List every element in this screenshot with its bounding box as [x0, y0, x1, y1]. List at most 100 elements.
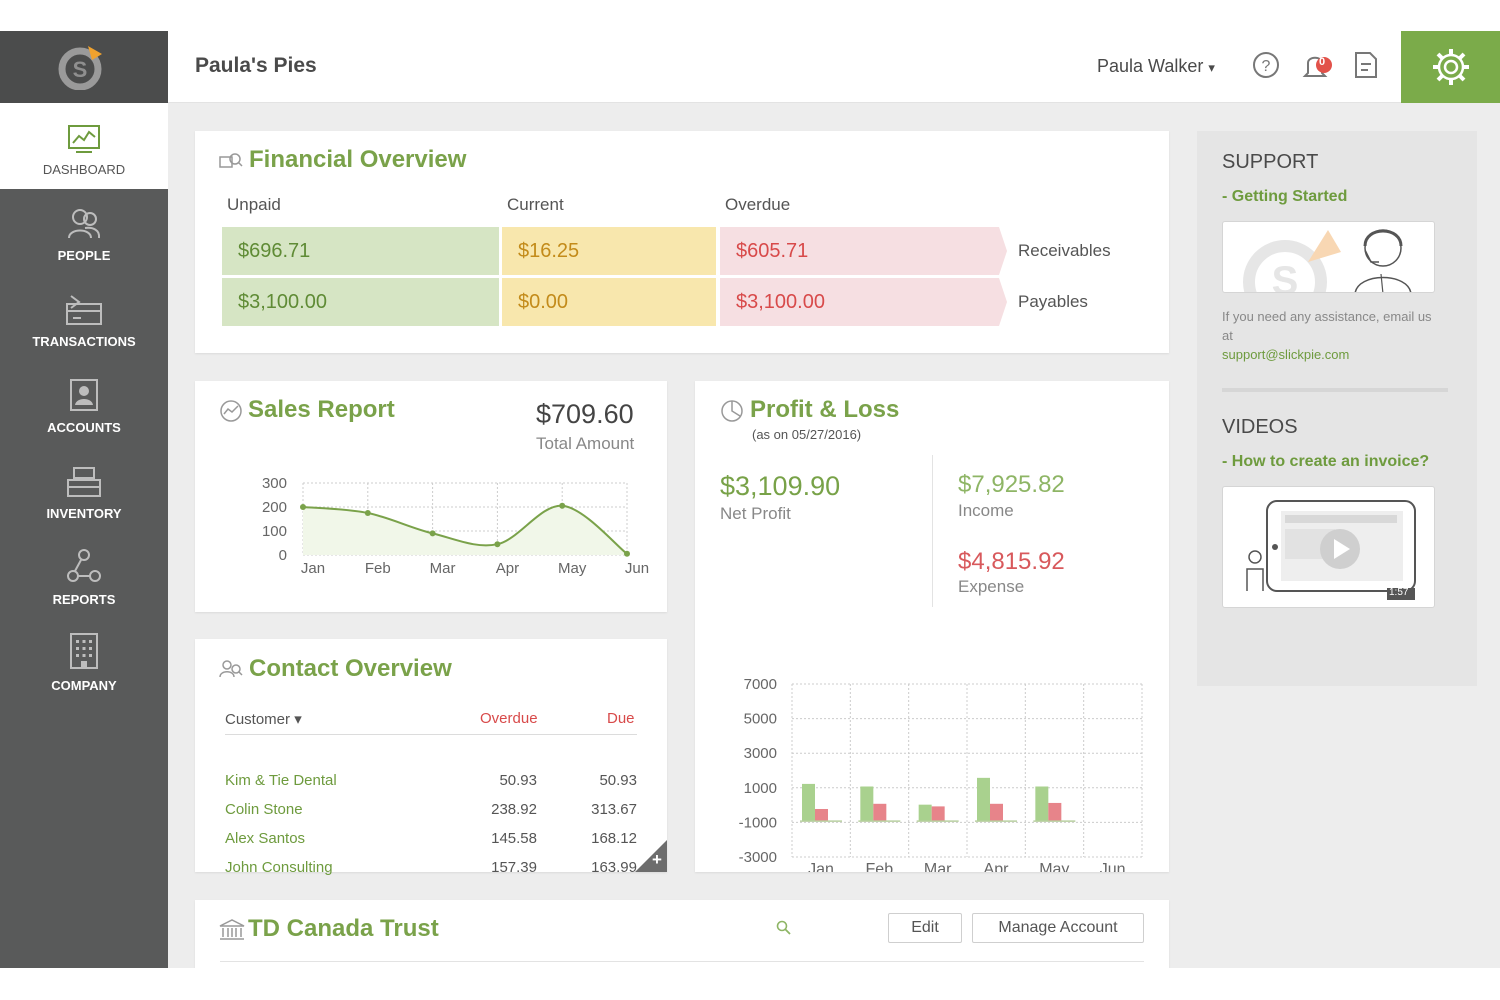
inventory-icon [67, 467, 101, 497]
notifications-bell-icon[interactable]: 0 [1302, 51, 1336, 86]
support-agent-illustration: S [1243, 229, 1412, 292]
bank-name: TD Canada Trust [248, 915, 439, 942]
series-area [303, 505, 627, 555]
x-tick-label: Jun [1100, 861, 1126, 872]
bar [1035, 786, 1049, 822]
due-amount: 168.12 [591, 830, 637, 847]
column-header-unpaid: Unpaid [227, 195, 281, 214]
bar [931, 806, 945, 822]
sidebar-item-accounts[interactable]: ACCOUNTS [0, 361, 168, 447]
app-window: S DASHBOARD PEOPLE [0, 31, 1500, 968]
sales-report-card: Sales Report $709.60 Total Amount 300 200… [195, 381, 667, 612]
videos-title: VIDEOS [1222, 416, 1298, 438]
payables-label: Payables [1018, 292, 1088, 311]
income-label: Income [958, 501, 1014, 520]
bar [873, 803, 887, 822]
payables-unpaid-cell[interactable]: $3,100.00 [222, 278, 499, 326]
sales-total-amount: $709.60 [536, 399, 634, 429]
overdue-amount: 145.58 [491, 830, 537, 847]
sidebar-item-company[interactable]: COMPANY [0, 619, 168, 705]
sort-caret-icon: ▾ [294, 711, 302, 728]
data-point [429, 530, 436, 537]
x-tick-label: May [558, 560, 587, 577]
payables-overdue-cell[interactable]: $3,100.00 [720, 278, 999, 326]
x-tick-label: Mar [430, 560, 456, 577]
column-header-due: Due [607, 710, 635, 727]
plus-icon: + [652, 850, 662, 869]
support-image[interactable]: S [1222, 221, 1435, 293]
bar [802, 783, 815, 822]
reports-icon [67, 549, 101, 582]
sidebar-item-dashboard[interactable]: DASHBOARD [0, 103, 168, 189]
sidebar-item-reports[interactable]: REPORTS [0, 533, 168, 619]
x-tick-label: Jan [301, 560, 325, 577]
search-icon[interactable] [776, 920, 792, 936]
expense-label: Expense [958, 577, 1025, 596]
video-thumbnail[interactable]: 1:57 [1222, 486, 1435, 608]
sidebar-item-transactions[interactable]: TRANSACTIONS [0, 275, 168, 361]
contact-overview-card: Contact Overview Customer ▾ Overdue Due … [195, 639, 667, 876]
contact-name-link[interactable]: Alex Santos [225, 830, 306, 847]
y-tick-label: 0 [279, 547, 287, 564]
row-arrow-icon [999, 278, 1007, 326]
data-point [364, 510, 371, 516]
net-profit-label: Net Profit [720, 504, 791, 523]
sidebar-item-label: REPORTS [52, 592, 116, 607]
y-tick-label: 7000 [744, 676, 777, 693]
gear-icon [1432, 49, 1469, 85]
contact-name-link[interactable]: John Consulting [225, 859, 333, 876]
sales-total-label: Total Amount [536, 434, 635, 453]
sidebar-item-label: ACCOUNTS [47, 420, 121, 435]
svg-text:?: ? [1262, 58, 1271, 75]
card-title: Contact Overview [249, 655, 452, 682]
help-icon[interactable]: ? [1252, 51, 1280, 84]
payables-current-cell[interactable]: $0.00 [502, 278, 716, 326]
series-line [302, 504, 628, 555]
customer-column-sort[interactable]: Customer ▾ [225, 710, 302, 728]
x-tick-label: Jun [625, 560, 649, 577]
data-point [300, 504, 306, 510]
bar [860, 786, 874, 822]
receivables-current-cell[interactable]: $16.25 [502, 227, 716, 275]
contact-name-link[interactable]: Kim & Tie Dental [225, 772, 337, 789]
sidebar-item-label: DASHBOARD [42, 162, 126, 177]
logo[interactable]: S [0, 31, 168, 103]
getting-started-link[interactable]: - Getting Started [1222, 188, 1348, 205]
video-player-illustration [1246, 500, 1416, 600]
slickpie-logo-icon: S [58, 46, 102, 90]
receivables-unpaid-cell[interactable]: $696.71 [222, 227, 499, 275]
contact-name-link[interactable]: Colin Stone [225, 801, 303, 818]
y-tick-label: 200 [262, 499, 287, 516]
settings-button[interactable] [1401, 31, 1500, 103]
document-icon[interactable] [1354, 51, 1378, 84]
bank-building-icon [219, 919, 245, 940]
notification-count-badge: 0 [1319, 56, 1326, 68]
column-header-overdue: Overdue [480, 710, 538, 727]
x-tick-label: Jan [808, 861, 834, 872]
video-link[interactable]: - How to create an invoice? [1222, 453, 1430, 470]
user-menu[interactable]: Paula Walker ▾ [1097, 56, 1215, 77]
as-of-date: (as on 05/27/2016) [752, 427, 862, 442]
manage-account-button[interactable]: Manage Account [972, 913, 1144, 943]
divider [1222, 388, 1448, 392]
table-row: John Consulting 157.39 163.99 [225, 859, 637, 888]
receivables-label: Receivables [1018, 241, 1111, 260]
card-title: Profit & Loss [750, 396, 900, 423]
divider [225, 734, 637, 735]
profit-loss-icon [721, 400, 743, 422]
expense-value: $4,815.92 [958, 548, 1065, 575]
sales-chart-icon [220, 400, 242, 422]
sidebar-item-inventory[interactable]: INVENTORY [0, 447, 168, 533]
net-profit-value: $3,109.90 [720, 471, 841, 501]
add-contact-button[interactable]: + [635, 840, 667, 872]
support-title: SUPPORT [1222, 151, 1319, 173]
bar [977, 777, 990, 822]
divider [932, 455, 933, 607]
top-bar: Paula's Pies Paula Walker ▾ ? 0 [168, 31, 1500, 103]
sidebar-item-people[interactable]: PEOPLE [0, 189, 168, 275]
receivables-overdue-cell[interactable]: $605.71 [720, 227, 999, 275]
sidebar-item-label: INVENTORY [46, 506, 122, 521]
sidebar-item-label: COMPANY [51, 678, 117, 693]
support-email-link[interactable]: support@slickpie.com [1222, 347, 1350, 362]
edit-button[interactable]: Edit [888, 913, 962, 943]
